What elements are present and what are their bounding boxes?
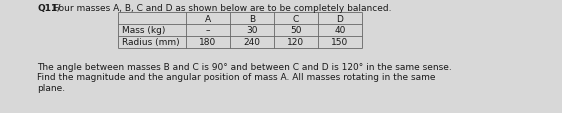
Text: Find the magnitude and the angular position of mass A. All masses rotating in th: Find the magnitude and the angular posit… — [37, 73, 436, 82]
Text: A: A — [205, 14, 211, 23]
Text: 40: 40 — [334, 26, 346, 35]
Text: 180: 180 — [200, 38, 216, 47]
Text: 120: 120 — [287, 38, 305, 47]
Text: 150: 150 — [332, 38, 348, 47]
Text: 240: 240 — [243, 38, 261, 47]
Text: Four masses A, B, C and D as shown below are to be completely balanced.: Four masses A, B, C and D as shown below… — [51, 4, 391, 13]
Text: C: C — [293, 14, 299, 23]
Text: B: B — [249, 14, 255, 23]
Text: The angle between masses B and C is 90° and between C and D is 120° in the same : The angle between masses B and C is 90° … — [37, 62, 452, 71]
Text: –: – — [206, 26, 210, 35]
Text: D: D — [337, 14, 343, 23]
Text: Q11/: Q11/ — [37, 4, 61, 13]
Text: plane.: plane. — [37, 83, 65, 92]
Text: Mass (kg): Mass (kg) — [122, 26, 165, 35]
Text: 30: 30 — [246, 26, 258, 35]
Text: 50: 50 — [290, 26, 302, 35]
Text: Radius (mm): Radius (mm) — [122, 38, 180, 47]
